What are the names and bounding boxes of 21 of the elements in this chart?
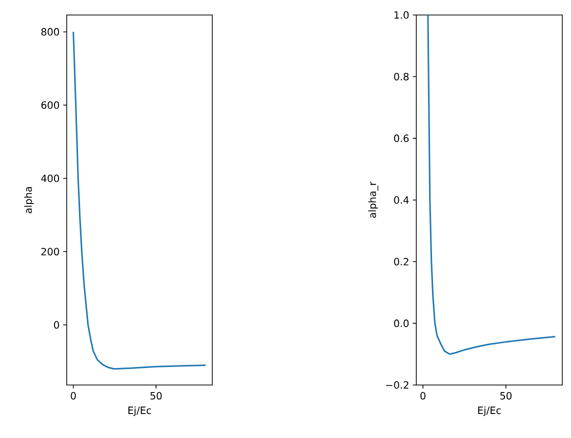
y-tick-label: 1.0 — [394, 11, 409, 19]
y-tick-label: 400 — [41, 174, 60, 182]
x-axis-title: Ej/Ec — [478, 406, 501, 416]
x-tick-label: 0 — [420, 392, 426, 400]
line-series — [72, 31, 206, 370]
y-axis-title: alpha_r — [368, 182, 378, 218]
y-tick-label: 0 — [54, 321, 60, 329]
y-tick-label: 600 — [41, 101, 60, 109]
y-axis-title: alpha — [24, 187, 34, 214]
y-tick-label: 200 — [41, 248, 60, 256]
x-tick-label: 0 — [70, 392, 76, 400]
x-axis-title: Ej/Ec — [128, 406, 151, 416]
y-tick-label: 800 — [41, 28, 60, 36]
x-tick-label: 50 — [500, 392, 512, 400]
x-tick-label: 50 — [150, 392, 162, 400]
y-tick-label: 0.8 — [394, 72, 409, 80]
y-tick-label: 0.4 — [394, 196, 409, 204]
y-tick-label: −0.2 — [386, 381, 408, 389]
y-tick-label: 0.6 — [394, 134, 409, 142]
y-tick-label: 0.0 — [394, 320, 409, 328]
y-tick-label: 0.2 — [394, 258, 408, 266]
